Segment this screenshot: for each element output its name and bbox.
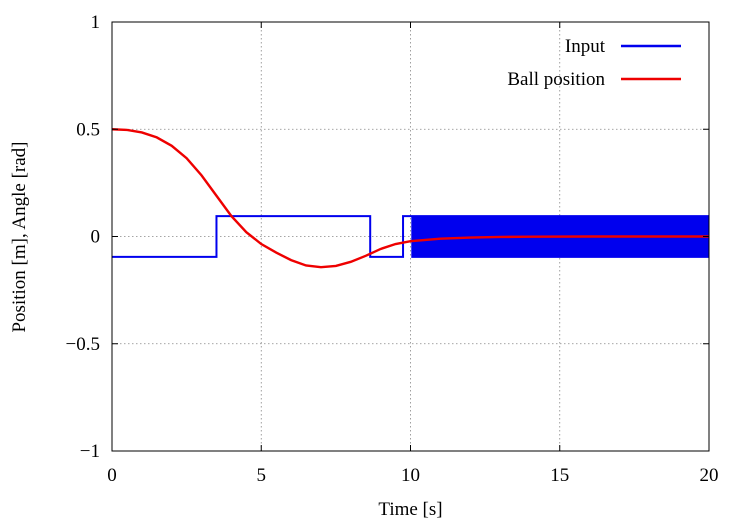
series-line-input: [112, 215, 709, 258]
legend: Input Ball position: [507, 36, 681, 90]
x-tick-label: 15: [550, 465, 569, 486]
y-tick-label: 0: [91, 227, 101, 248]
axis-ticks: 0 5 10 15 20 −1 −0.5 0 0.5 1: [66, 12, 719, 486]
y-tick-label: −0.5: [66, 334, 100, 355]
x-axis-title: Time [s]: [378, 499, 442, 520]
x-tick-label: 5: [257, 465, 267, 486]
series-layer: [111, 128, 709, 269]
legend-label: Input: [565, 36, 606, 57]
legend-label: Ball position: [507, 69, 605, 90]
x-tick-label: 20: [700, 465, 719, 486]
y-axis-title: Position [m], Angle [rad]: [9, 141, 30, 332]
series-line-ball-position: [111, 128, 709, 269]
x-tick-label: 10: [401, 465, 420, 486]
y-tick-label: 0.5: [76, 119, 100, 140]
y-tick-label: 1: [91, 12, 101, 33]
y-tick-label: −1: [80, 441, 100, 462]
x-tick-label: 0: [107, 465, 117, 486]
